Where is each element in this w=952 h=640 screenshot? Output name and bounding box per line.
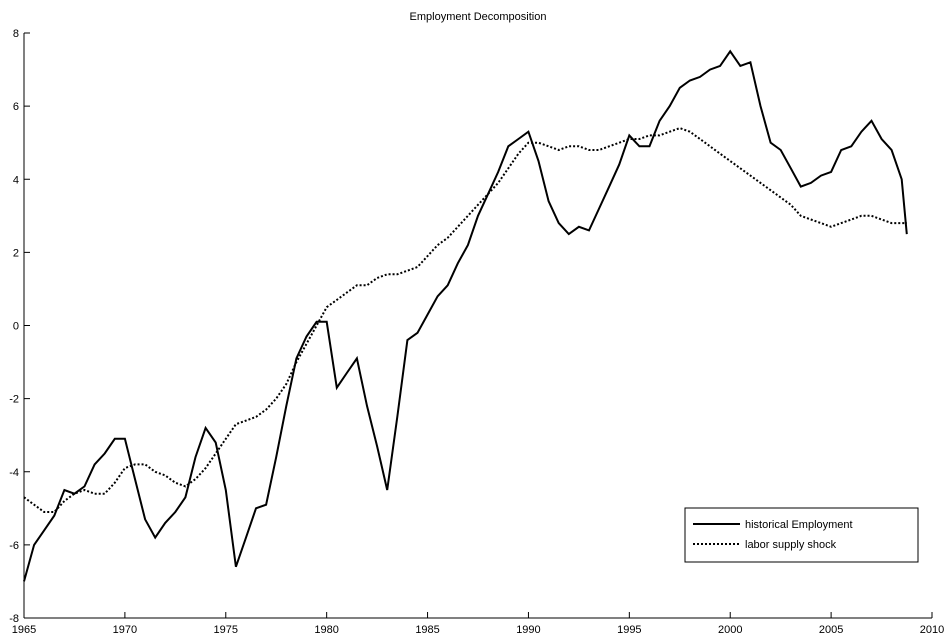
y-tick-label: -4 xyxy=(9,467,19,479)
line-series xyxy=(23,49,908,582)
x-tick-label: 1975 xyxy=(214,624,238,636)
y-tick-label: 0 xyxy=(13,321,19,333)
legend-box xyxy=(684,507,919,563)
line-series xyxy=(23,127,907,513)
x-tick-label: 2000 xyxy=(718,624,742,636)
x-tick-label: 2005 xyxy=(819,624,843,636)
x-tick-label: 1980 xyxy=(314,624,338,636)
y-tick-label: 8 xyxy=(13,28,19,40)
y-tick-label: -8 xyxy=(9,613,19,625)
y-tick-label: -2 xyxy=(9,394,19,406)
y-tick-label: 2 xyxy=(13,247,19,259)
x-tick-label: 1985 xyxy=(415,624,439,636)
y-tick-label: 6 xyxy=(13,101,19,113)
legend-label: historical Employment xyxy=(745,519,853,531)
y-tick-label: 4 xyxy=(13,174,19,186)
x-tick-label: 2010 xyxy=(920,624,944,636)
x-tick-label: 1990 xyxy=(516,624,540,636)
chart-title: Employment Decomposition xyxy=(410,11,547,23)
legend: historical Employment labor supply shock xyxy=(684,507,919,563)
legend-label: labor supply shock xyxy=(745,539,837,551)
x-tick-label: 1995 xyxy=(617,624,641,636)
x-tick-label: 1970 xyxy=(113,624,137,636)
y-tick-label: -6 xyxy=(9,540,19,552)
x-tick-label: 1965 xyxy=(12,624,36,636)
